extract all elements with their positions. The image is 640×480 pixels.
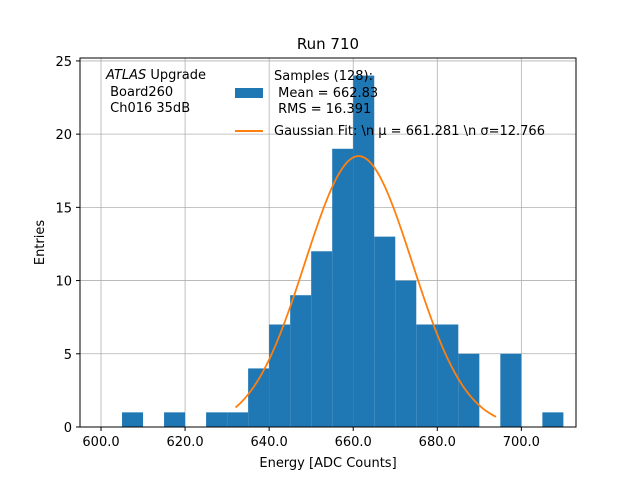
annotation-line: Board260 — [106, 85, 173, 100]
y-tick-label: 10 — [55, 275, 72, 290]
histogram-bar — [269, 324, 291, 427]
histogram-bar — [290, 295, 312, 427]
histogram-bar — [500, 353, 522, 427]
legend-fit-label: Gaussian Fit: \n μ = 661.281 \n σ=12.766 — [274, 124, 545, 139]
x-tick-label: 640.0 — [251, 435, 288, 450]
fit-curve — [234, 155, 497, 418]
y-tick-label: 0 — [64, 421, 72, 436]
histogram-bars — [122, 75, 564, 428]
histogram-bar — [416, 324, 438, 427]
x-tick-label: 620.0 — [166, 435, 203, 450]
legend-hist-line: RMS = 16.391 — [274, 102, 371, 117]
annotation-line: ATLAS Upgrade — [105, 68, 206, 83]
histogram-bar — [164, 412, 186, 427]
x-tick-label: 680.0 — [419, 435, 456, 450]
x-tick-label: 660.0 — [335, 435, 372, 450]
histogram-bar — [458, 353, 480, 427]
y-tick-label: 5 — [64, 348, 72, 363]
histogram-bar — [227, 412, 249, 427]
x-axis-label: Energy [ADC Counts] — [259, 456, 396, 471]
histogram-bar — [353, 75, 375, 428]
legend-hist-line: Mean = 662.83 — [274, 86, 378, 101]
histogram-bar — [437, 324, 459, 427]
histogram-bar — [248, 368, 270, 427]
x-tick-label: 700.0 — [503, 435, 540, 450]
y-tick-label: 25 — [55, 55, 72, 70]
atlas-annotation: ATLAS Upgrade Board260 Ch016 35dB — [105, 68, 206, 116]
annotation-line: Ch016 35dB — [106, 101, 190, 116]
y-axis-label: Entries — [33, 220, 48, 266]
legend-hist-line: Samples (128): — [274, 69, 373, 84]
legend-hist-swatch — [235, 88, 263, 98]
x-tick-label: 600.0 — [82, 435, 119, 450]
plot-frame — [79, 57, 577, 428]
histogram-bar — [374, 236, 396, 427]
histogram-bar — [122, 412, 144, 427]
histogram-bar — [206, 412, 228, 427]
histogram-bar — [332, 148, 354, 428]
axis-ticks: 600.0 620.0 640.0 660.0 680.0 700.0 0 5 10 15 20 25 — [55, 55, 540, 450]
gaussian-fit — [234, 155, 497, 418]
histogram-bar — [311, 251, 333, 427]
legend: Samples (128): Mean = 662.83 RMS = 16.39… — [235, 69, 545, 139]
y-tick-label: 20 — [55, 128, 72, 143]
histogram-bar — [395, 280, 417, 427]
histogram-bar — [542, 412, 564, 427]
chart-title: Run 710 — [297, 35, 359, 53]
y-tick-label: 15 — [55, 201, 72, 216]
